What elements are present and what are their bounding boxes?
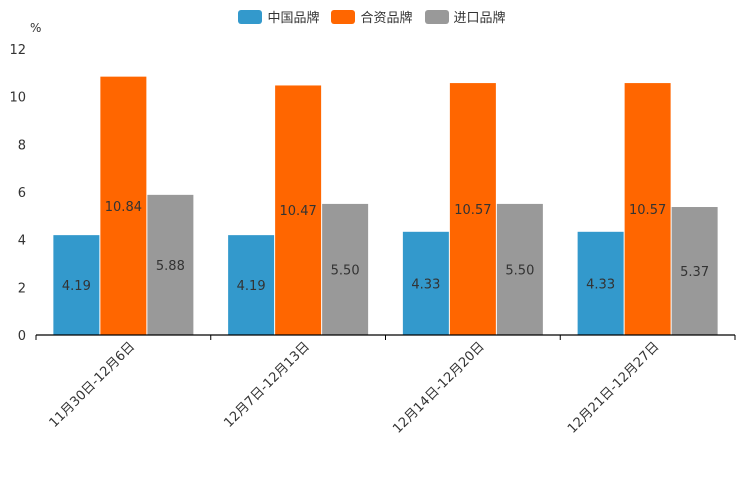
x-tick-label-1: 12月7日-12月13日 (221, 339, 313, 431)
legend: 中国品牌 合资品牌 进口品牌 (0, 7, 744, 26)
data-label-0-2: 4.33 (411, 277, 440, 292)
data-label-1-0: 10.84 (105, 200, 142, 215)
legend-label-import: 进口品牌 (453, 11, 506, 26)
y-axis-unit: % (30, 21, 42, 35)
x-tick-label-0: 11月30日-12月6日 (47, 339, 139, 431)
y-tick-label-2: 4 (18, 234, 26, 249)
bar-2-1 (322, 203, 369, 335)
bar-1-2 (449, 83, 496, 335)
bar-2-2 (496, 203, 543, 335)
legend-item-joint[interactable]: 合资品牌 (331, 7, 413, 26)
y-tick-label-5: 10 (9, 91, 26, 106)
bar-0-1 (228, 235, 275, 335)
data-label-2-1: 5.50 (331, 263, 360, 278)
legend-swatch-joint (331, 9, 356, 24)
y-tick-label-6: 12 (9, 43, 26, 58)
bar-0-2 (402, 231, 449, 335)
bar-0-0 (53, 235, 100, 335)
data-label-2-0: 5.88 (156, 259, 185, 274)
data-label-1-1: 10.47 (280, 204, 317, 219)
bar-1-0 (100, 76, 147, 335)
bar-1-1 (275, 85, 322, 335)
data-label-1-2: 10.57 (454, 203, 491, 218)
bar-1-3 (624, 83, 671, 335)
y-tick-label-0: 0 (18, 329, 26, 344)
data-label-0-0: 4.19 (62, 279, 91, 294)
legend-label-joint: 合资品牌 (360, 11, 413, 26)
data-label-0-3: 4.33 (586, 277, 615, 292)
bar-2-3 (671, 207, 718, 335)
data-label-2-3: 5.37 (680, 265, 709, 280)
x-tick-label-3: 12月21日-12月27日 (565, 339, 662, 436)
y-tick-label-4: 8 (18, 138, 26, 153)
legend-swatch-china (238, 9, 263, 24)
bar-0-3 (577, 231, 624, 335)
data-label-0-1: 4.19 (237, 279, 266, 294)
legend-item-china[interactable]: 中国品牌 (238, 7, 319, 26)
x-tick-label-2: 12月14日-12月20日 (390, 339, 487, 436)
bar-2-0 (147, 194, 194, 335)
y-tick-label-3: 6 (18, 186, 26, 201)
legend-label-china: 中国品牌 (267, 11, 320, 26)
y-tick-label-1: 2 (18, 281, 26, 296)
data-label-1-3: 10.57 (629, 203, 666, 218)
legend-item-import[interactable]: 进口品牌 (424, 7, 506, 26)
legend-swatch-import (424, 9, 449, 24)
data-label-2-2: 5.50 (505, 263, 534, 278)
